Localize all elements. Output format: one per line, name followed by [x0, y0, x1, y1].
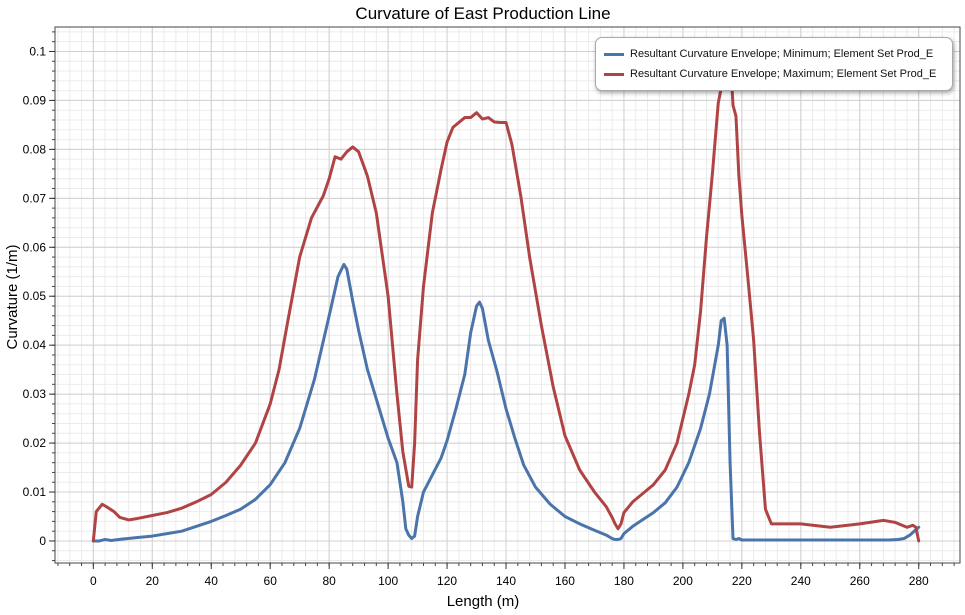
- minor-grid: [55, 27, 960, 563]
- x-axis-label: Length (m): [447, 593, 520, 610]
- x-tick-label: 0: [90, 574, 97, 588]
- y-tick-label: 0.08: [23, 142, 47, 156]
- x-tick-label: 80: [322, 574, 336, 588]
- legend-item-maximum: Resultant Curvature Envelope; Maximum; E…: [604, 65, 936, 83]
- y-tick-label: 0.03: [23, 387, 47, 401]
- y-tick-labels: 0 0.01 0.02 0.03 0.04 0.05 0.06 0.07 0.08 0.09 0.1: [23, 44, 47, 547]
- series-layer: [91, 49, 921, 543]
- legend-label-minimum: Resultant Curvature Envelope; Minimum; E…: [630, 48, 934, 60]
- x-tick-label: 280: [909, 574, 929, 588]
- plot-frame: [54, 26, 961, 564]
- y-tick-label: 0.04: [23, 338, 47, 352]
- x-tick-label: 220: [732, 574, 752, 588]
- y-tick-label: 0.06: [23, 240, 47, 254]
- axis-ticks: [49, 31, 955, 569]
- x-tick-label: 120: [437, 574, 457, 588]
- legend: Resultant Curvature Envelope; Minimum; E…: [595, 37, 953, 91]
- x-tick-labels: 0 20 40 60 80 100 120 140 160 180 200 220 240 260 280: [90, 574, 929, 588]
- x-tick-label: 140: [496, 574, 516, 588]
- x-tick-label: 160: [555, 574, 575, 588]
- x-tick-label: 40: [205, 574, 219, 588]
- legend-item-minimum: Resultant Curvature Envelope; Minimum; E…: [604, 45, 933, 63]
- y-tick-label: 0.09: [23, 93, 47, 107]
- x-tick-label: 20: [146, 574, 160, 588]
- legend-swatch-minimum: [604, 52, 624, 56]
- y-tick-label: 0.05: [23, 289, 47, 303]
- y-tick-label: 0.07: [23, 191, 47, 205]
- x-tick-label: 260: [850, 574, 870, 588]
- x-tick-label: 180: [614, 574, 634, 588]
- x-tick-label: 100: [378, 574, 398, 588]
- chart-title: Curvature of East Production Line: [355, 4, 610, 23]
- y-axis-label: Curvature (1/m): [4, 244, 21, 349]
- y-tick-label: 0.1: [29, 44, 46, 58]
- y-tick-label: 0: [39, 534, 46, 548]
- x-tick-label: 240: [791, 574, 811, 588]
- series-line-maximum: [91, 49, 921, 543]
- legend-label-maximum: Resultant Curvature Envelope; Maximum; E…: [630, 68, 937, 80]
- y-tick-label: 0.01: [23, 485, 47, 499]
- legend-swatch-maximum: [604, 72, 624, 76]
- x-tick-label: 200: [673, 574, 693, 588]
- series-line-minimum: [91, 262, 921, 543]
- x-tick-label: 60: [264, 574, 278, 588]
- y-tick-label: 0.02: [23, 436, 47, 450]
